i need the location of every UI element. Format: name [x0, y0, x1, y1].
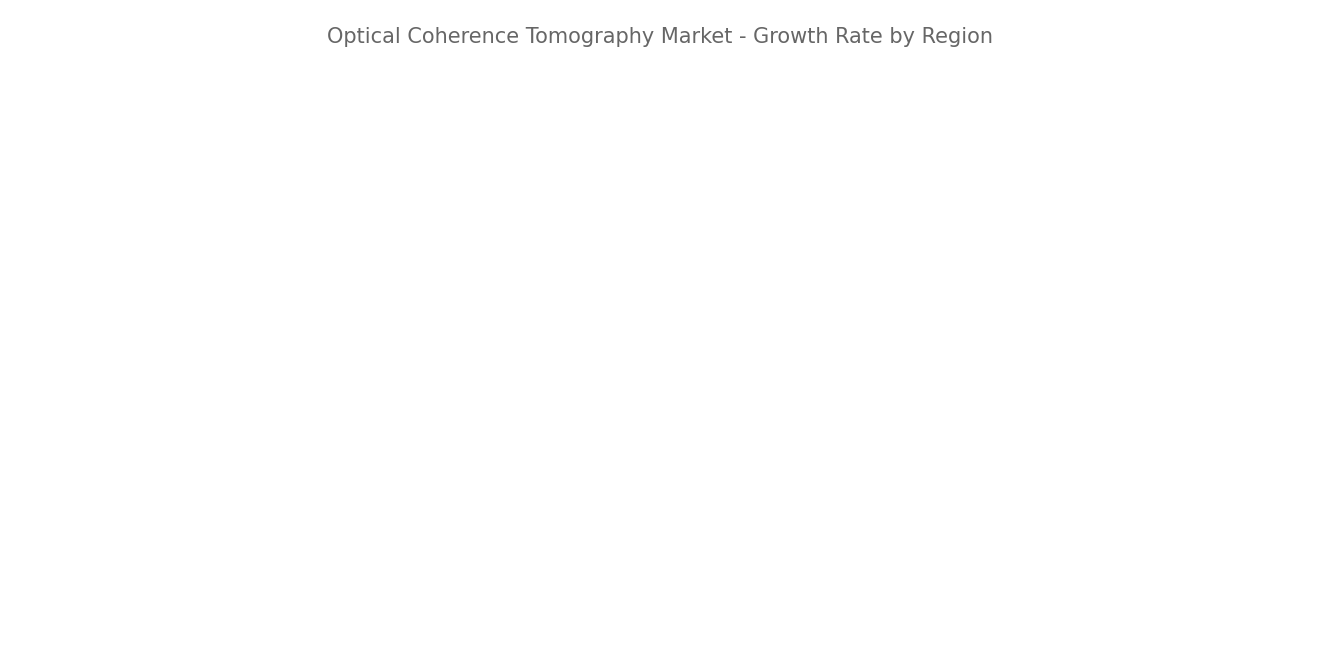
- Text: Optical Coherence Tomography Market - Growth Rate by Region: Optical Coherence Tomography Market - Gr…: [327, 27, 993, 47]
